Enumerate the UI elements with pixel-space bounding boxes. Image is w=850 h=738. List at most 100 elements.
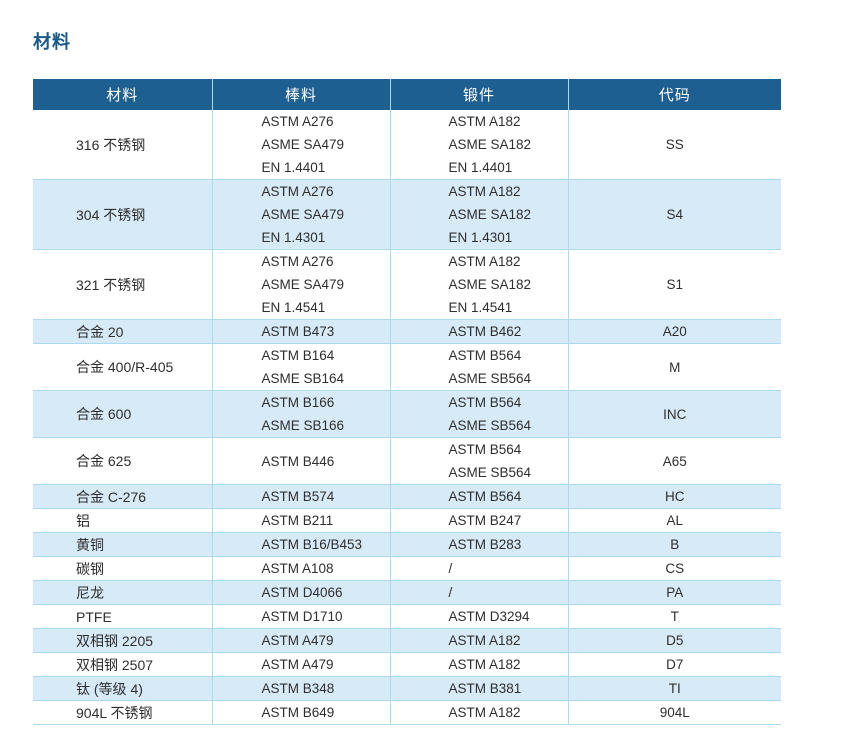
spec-line: ASTM B446: [261, 453, 335, 469]
spec-line: ASTM B348: [261, 681, 335, 696]
spec-line: ASTM A276: [261, 184, 334, 199]
table-row: 黄铜 ASTM B16/B453 ASTM B283 B: [33, 532, 781, 557]
material-cell: 双相钢 2205: [33, 628, 213, 653]
bar-stock-cell: ASTM A276 ASME SA479 EN 1.4541: [212, 249, 391, 320]
page-title: 材料: [33, 32, 71, 52]
spec-line: /: [448, 561, 453, 576]
forging-cell: ASTM B247: [390, 508, 569, 533]
spec-line: ASTM B564: [448, 442, 522, 457]
table-row: 304 不锈钢 ASTM A276 ASME SA479 EN 1.4301 ASTM …: [33, 179, 781, 250]
header-forging: 锻件: [390, 79, 569, 110]
spec-line: ASTM A479: [261, 633, 334, 648]
spec-line: ASTM B211: [261, 513, 334, 528]
code-cell: PA: [666, 585, 684, 600]
material-cell: 碳钢: [33, 556, 213, 581]
spec-line: ASME SA182: [448, 207, 532, 222]
spec-line: ASTM B164: [261, 348, 335, 363]
table-row: 合金 C-276 ASTM B574 ASTM B564 HC: [33, 484, 781, 509]
material-cell: 钛 (等级 4): [33, 676, 213, 701]
forging-cell: /: [390, 556, 569, 581]
table-row: 合金 20 ASTM B473 ASTM B462 A20: [33, 319, 781, 344]
bar-stock-cell: ASTM D1710: [212, 604, 391, 629]
material-cell: 合金 600: [33, 390, 213, 438]
code-cell: A65: [662, 453, 687, 469]
code-cell: SS: [665, 137, 684, 152]
code-cell: TI: [668, 681, 681, 696]
bar-stock-cell: ASTM B164 ASME SB164: [212, 343, 391, 391]
forging-cell: ASTM A182 ASME SA182 EN 1.4301: [390, 179, 569, 250]
material-cell: 合金 400/R-405: [33, 343, 213, 391]
table-row: 铝 ASTM B211 ASTM B247 AL: [33, 508, 781, 533]
forging-cell: ASTM B564 ASME SB564: [390, 390, 569, 438]
bar-stock-cell: ASTM A108: [212, 556, 391, 581]
bar-stock-cell: ASTM B166 ASME SB166: [212, 390, 391, 438]
code-cell: T: [670, 609, 679, 624]
bar-stock-cell: ASTM B649: [212, 700, 391, 725]
table-row: 双相钢 2507 ASTM A479 ASTM A182 D7: [33, 652, 781, 677]
spec-line: ASTM B574: [261, 489, 335, 504]
material-cell: 尼龙: [33, 580, 213, 605]
bar-stock-cell: ASTM B446: [212, 437, 391, 485]
spec-line: EN 1.4301: [261, 230, 326, 245]
forging-cell: ASTM A182: [390, 628, 569, 653]
spec-line: ASTM B564: [448, 395, 522, 410]
spec-line: ASTM B564: [448, 348, 522, 363]
spec-line: ASTM A182: [448, 657, 521, 672]
bar-stock-cell: ASTM B574: [212, 484, 391, 509]
table-row: 合金 600 ASTM B166 ASME SB166 ASTM B564 ASME S…: [33, 390, 781, 438]
spec-line: /: [448, 585, 453, 600]
table-row: 904L 不锈钢 ASTM B649 ASTM A182 904L: [33, 700, 781, 725]
spec-line: ASTM A182: [448, 184, 521, 199]
spec-line: ASME SA479: [261, 277, 345, 292]
spec-line: ASTM D3294: [448, 609, 530, 624]
forging-cell: ASTM A182: [390, 652, 569, 677]
header-bar-stock: 棒料: [212, 79, 391, 110]
spec-line: ASTM B166: [261, 395, 335, 410]
bar-stock-cell: ASTM A276 ASME SA479 EN 1.4301: [212, 179, 391, 250]
bar-stock-cell: ASTM B348: [212, 676, 391, 701]
table-row: 钛 (等级 4) ASTM B348 ASTM B381 TI: [33, 676, 781, 701]
forging-cell: ASTM B381: [390, 676, 569, 701]
code-cell: A20: [662, 324, 687, 339]
material-cell: 316 不锈钢: [33, 110, 213, 180]
spec-line: ASTM B649: [261, 705, 335, 720]
material-cell: 铝: [33, 508, 213, 533]
code-cell: D7: [666, 657, 684, 672]
spec-line: EN 1.4541: [261, 300, 326, 315]
spec-line: ASTM B283: [448, 537, 522, 552]
forging-cell: ASTM A182 ASME SA182 EN 1.4541: [390, 249, 569, 320]
bar-stock-cell: ASTM B211: [212, 508, 391, 533]
table-row: 双相钢 2205 ASTM A479 ASTM A182 D5: [33, 628, 781, 653]
spec-line: ASTM A182: [448, 633, 521, 648]
spec-line: EN 1.4401: [448, 160, 513, 175]
forging-cell: ASTM A182 ASME SA182 EN 1.4401: [390, 110, 569, 180]
material-cell: 321 不锈钢: [33, 249, 213, 320]
spec-line: ASTM A276: [261, 114, 334, 129]
forging-cell: ASTM B564 ASME SB564: [390, 343, 569, 391]
material-cell: 合金 C-276: [33, 484, 213, 509]
material-cell: 合金 625: [33, 437, 213, 485]
spec-line: ASTM A108: [261, 561, 334, 576]
spec-line: ASTM B381: [448, 681, 522, 696]
table-header: 材料 棒料 锻件 代码: [33, 79, 781, 110]
spec-line: ASTM B564: [448, 489, 522, 504]
spec-line: ASME SA479: [261, 137, 345, 152]
code-cell: M: [669, 359, 681, 375]
bar-stock-cell: ASTM B473: [212, 319, 391, 344]
spec-line: ASME SA182: [448, 137, 532, 152]
spec-line: ASTM B247: [448, 513, 522, 528]
forging-cell: ASTM D3294: [390, 604, 569, 629]
code-cell: S4: [666, 207, 683, 222]
material-cell: 合金 20: [33, 319, 213, 344]
code-cell: CS: [665, 561, 685, 576]
spec-line: ASTM A182: [448, 254, 521, 269]
material-cell: PTFE: [33, 604, 213, 629]
bar-stock-cell: ASTM D4066: [212, 580, 391, 605]
forging-cell: ASTM B564: [390, 484, 569, 509]
code-cell: AL: [666, 513, 683, 528]
materials-table: 材料 棒料 锻件 代码 316 不锈钢 ASTM A276 ASME SA479 EN…: [33, 79, 781, 725]
bar-stock-cell: ASTM A479: [212, 628, 391, 653]
spec-line: ASTM A182: [448, 705, 521, 720]
code-cell: D5: [666, 633, 684, 648]
